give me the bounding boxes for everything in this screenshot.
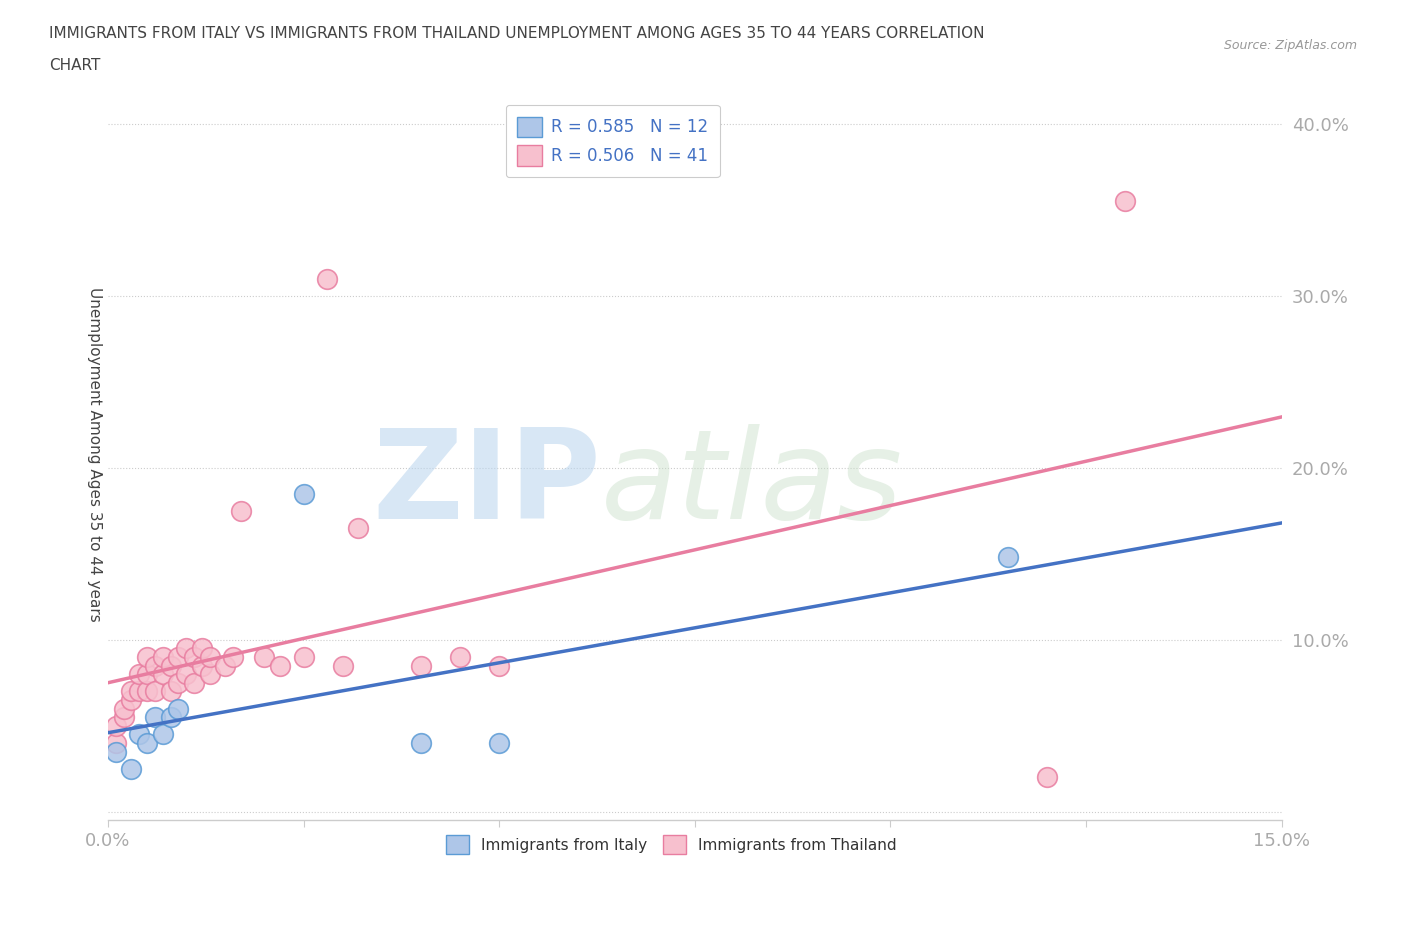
Point bbox=[183, 675, 205, 690]
Point bbox=[997, 550, 1019, 565]
Point bbox=[159, 684, 181, 698]
Text: atlas: atlas bbox=[600, 423, 903, 545]
Point bbox=[174, 641, 197, 656]
Point bbox=[332, 658, 354, 673]
Point bbox=[104, 744, 127, 759]
Legend: Immigrants from Italy, Immigrants from Thailand: Immigrants from Italy, Immigrants from T… bbox=[440, 830, 903, 860]
Point bbox=[120, 762, 142, 777]
Point bbox=[104, 718, 127, 733]
Text: IMMIGRANTS FROM ITALY VS IMMIGRANTS FROM THAILAND UNEMPLOYMENT AMONG AGES 35 TO : IMMIGRANTS FROM ITALY VS IMMIGRANTS FROM… bbox=[49, 26, 984, 41]
Point bbox=[159, 658, 181, 673]
Point bbox=[253, 649, 276, 664]
Point bbox=[1114, 193, 1136, 208]
Point bbox=[409, 658, 432, 673]
Text: ZIP: ZIP bbox=[373, 423, 600, 545]
Point bbox=[214, 658, 236, 673]
Point bbox=[229, 503, 252, 518]
Point bbox=[104, 736, 127, 751]
Point bbox=[136, 684, 159, 698]
Point bbox=[120, 693, 142, 708]
Point bbox=[136, 649, 159, 664]
Point bbox=[316, 272, 339, 286]
Point bbox=[488, 736, 510, 751]
Point bbox=[128, 727, 150, 742]
Point bbox=[167, 675, 190, 690]
Point bbox=[488, 658, 510, 673]
Y-axis label: Unemployment Among Ages 35 to 44 years: Unemployment Among Ages 35 to 44 years bbox=[87, 287, 103, 622]
Point bbox=[292, 649, 315, 664]
Point bbox=[449, 649, 471, 664]
Point bbox=[143, 658, 166, 673]
Point bbox=[174, 667, 197, 682]
Point bbox=[292, 486, 315, 501]
Point bbox=[112, 710, 135, 724]
Point bbox=[128, 667, 150, 682]
Point bbox=[120, 684, 142, 698]
Point bbox=[269, 658, 291, 673]
Point bbox=[136, 736, 159, 751]
Point bbox=[198, 649, 221, 664]
Point bbox=[159, 710, 181, 724]
Point bbox=[167, 701, 190, 716]
Point bbox=[191, 658, 214, 673]
Text: CHART: CHART bbox=[49, 58, 101, 73]
Point bbox=[152, 649, 174, 664]
Point bbox=[198, 667, 221, 682]
Point bbox=[1036, 770, 1059, 785]
Point bbox=[112, 701, 135, 716]
Point bbox=[136, 667, 159, 682]
Point bbox=[409, 736, 432, 751]
Point bbox=[143, 710, 166, 724]
Point bbox=[183, 649, 205, 664]
Point bbox=[347, 521, 370, 536]
Point bbox=[167, 649, 190, 664]
Point bbox=[143, 684, 166, 698]
Point bbox=[152, 727, 174, 742]
Point bbox=[152, 667, 174, 682]
Point bbox=[222, 649, 245, 664]
Text: Source: ZipAtlas.com: Source: ZipAtlas.com bbox=[1223, 39, 1357, 52]
Point bbox=[128, 684, 150, 698]
Point bbox=[191, 641, 214, 656]
